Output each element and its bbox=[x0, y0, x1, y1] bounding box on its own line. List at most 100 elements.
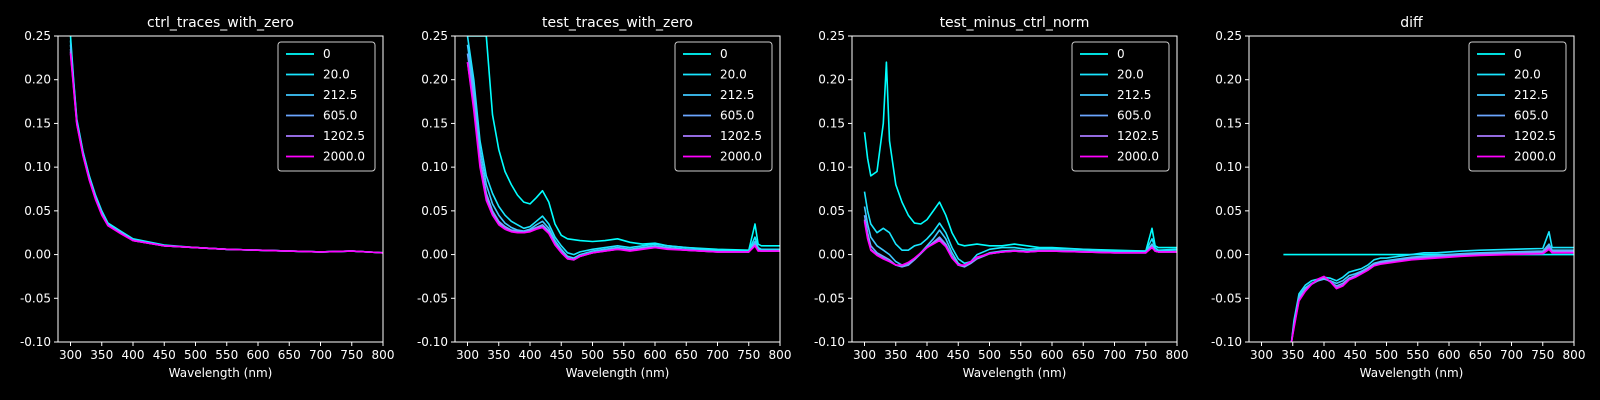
legend-entry-2: 212.5 bbox=[1117, 88, 1151, 102]
x-tick-label: 600 bbox=[1041, 348, 1064, 362]
y-tick-label: 0.15 bbox=[24, 116, 51, 130]
axes-frame bbox=[57, 35, 384, 343]
legend-entry-1: 20.0 bbox=[1514, 68, 1541, 82]
legend-entry-4: 1202.5 bbox=[1514, 129, 1556, 143]
series-lines bbox=[69, 36, 383, 254]
y-tick-label: 0.20 bbox=[818, 73, 845, 87]
legend: 0 20.0 212.5 605.0 1202.5 2000.0 bbox=[1468, 41, 1567, 172]
legend-entry-4: 1202.5 bbox=[1117, 129, 1159, 143]
y-tick-label: 0.10 bbox=[1215, 160, 1242, 174]
x-tick-label: 500 bbox=[184, 348, 207, 362]
legend: 0 20.0 212.5 605.0 1202.5 2000.0 bbox=[277, 41, 376, 172]
y-tick-label: 0.25 bbox=[1215, 29, 1242, 43]
legend: 0 20.0 212.5 605.0 1202.5 2000.0 bbox=[1071, 41, 1170, 172]
x-tick-label: 450 bbox=[550, 348, 573, 362]
series-line-5 bbox=[863, 221, 1177, 266]
legend-entry-2: 212.5 bbox=[1514, 88, 1548, 102]
x-tick-label: 300 bbox=[1250, 348, 1273, 362]
series-line-5 bbox=[1290, 248, 1574, 342]
legend-entry-4: 1202.5 bbox=[323, 129, 365, 143]
x-axis-label: Wavelength (nm) bbox=[566, 366, 670, 380]
x-tick-label: 800 bbox=[769, 348, 792, 362]
legend-entry-0: 0 bbox=[720, 47, 728, 61]
y-tick-label: -0.10 bbox=[814, 335, 845, 349]
legend-entry-5: 2000.0 bbox=[720, 150, 762, 164]
series-line-1 bbox=[863, 191, 1177, 265]
x-tick-label: 550 bbox=[612, 348, 635, 362]
legend-entry-2: 212.5 bbox=[720, 88, 754, 102]
series-lines bbox=[863, 61, 1177, 268]
y-tick-label: 0.15 bbox=[818, 116, 845, 130]
series-line-5 bbox=[466, 62, 780, 261]
y-tick-label: -0.05 bbox=[417, 291, 448, 305]
chart-title: test_traces_with_zero bbox=[542, 15, 693, 31]
x-axis-label: Wavelength (nm) bbox=[1360, 366, 1464, 380]
chart-panel-0: 300 350 400 450 500 550 600 650 700 750 800 -0.10 -0… bbox=[20, 15, 395, 380]
x-tick-label: 450 bbox=[153, 348, 176, 362]
x-tick-label: 750 bbox=[737, 348, 760, 362]
y-tick-label: 0.25 bbox=[818, 29, 845, 43]
series-lines bbox=[466, 36, 780, 261]
legend-entry-4: 1202.5 bbox=[720, 129, 762, 143]
legend-entry-1: 20.0 bbox=[323, 68, 350, 82]
legend-entry-5: 2000.0 bbox=[1514, 150, 1556, 164]
chart-panel-2: 300 350 400 450 500 550 600 650 700 750 800 -0.10 -0… bbox=[814, 15, 1189, 380]
axes-frame bbox=[1248, 35, 1575, 343]
y-tick-label: 0.00 bbox=[1215, 248, 1242, 262]
legend-entry-3: 605.0 bbox=[1117, 109, 1151, 123]
series-line-2 bbox=[466, 44, 780, 259]
x-tick-label: 700 bbox=[1500, 348, 1523, 362]
x-tick-label: 550 bbox=[1406, 348, 1429, 362]
chart-panel-1: 300 350 400 450 500 550 600 650 700 750 800 -0.10 -0… bbox=[417, 15, 792, 380]
x-tick-label: 400 bbox=[122, 348, 145, 362]
x-tick-label: 300 bbox=[853, 348, 876, 362]
x-tick-label: 350 bbox=[90, 348, 113, 362]
x-tick-label: 800 bbox=[372, 348, 395, 362]
legend-entry-2: 212.5 bbox=[323, 88, 357, 102]
legend-entry-5: 2000.0 bbox=[1117, 150, 1159, 164]
x-tick-label: 500 bbox=[1375, 348, 1398, 362]
y-tick-label: 0.00 bbox=[24, 248, 51, 262]
y-tick-label: 0.20 bbox=[1215, 73, 1242, 87]
series-line-5 bbox=[69, 53, 383, 254]
x-tick-label: 750 bbox=[1134, 348, 1157, 362]
x-tick-label: 350 bbox=[884, 348, 907, 362]
x-axis-label: Wavelength (nm) bbox=[963, 366, 1067, 380]
chart-title: ctrl_traces_with_zero bbox=[147, 15, 294, 31]
x-tick-label: 550 bbox=[215, 348, 238, 362]
x-tick-label: 600 bbox=[247, 348, 270, 362]
series-lines bbox=[1283, 231, 1574, 342]
legend-entry-3: 605.0 bbox=[720, 109, 754, 123]
legend-entry-0: 0 bbox=[1514, 47, 1522, 61]
x-tick-label: 400 bbox=[916, 348, 939, 362]
y-tick-label: -0.05 bbox=[1211, 291, 1242, 305]
x-tick-label: 350 bbox=[487, 348, 510, 362]
series-line-0 bbox=[467, 36, 780, 251]
x-tick-label: 700 bbox=[1103, 348, 1126, 362]
x-tick-label: 750 bbox=[340, 348, 363, 362]
chart-title: test_minus_ctrl_norm bbox=[940, 15, 1090, 31]
legend-entry-5: 2000.0 bbox=[323, 150, 365, 164]
y-tick-label: 0.15 bbox=[421, 116, 448, 130]
y-tick-label: -0.05 bbox=[814, 291, 845, 305]
y-tick-label: 0.25 bbox=[421, 29, 448, 43]
x-tick-label: 300 bbox=[456, 348, 479, 362]
x-tick-label: 650 bbox=[278, 348, 301, 362]
legend-entry-1: 20.0 bbox=[1117, 68, 1144, 82]
y-tick-label: -0.05 bbox=[20, 291, 51, 305]
x-tick-label: 600 bbox=[1438, 348, 1461, 362]
y-tick-label: 0.05 bbox=[24, 204, 51, 218]
y-tick-label: 0.10 bbox=[24, 160, 51, 174]
legend-entry-3: 605.0 bbox=[323, 109, 357, 123]
x-tick-label: 400 bbox=[1313, 348, 1336, 362]
x-tick-label: 650 bbox=[675, 348, 698, 362]
y-tick-label: 0.00 bbox=[421, 248, 448, 262]
series-line-1 bbox=[466, 36, 780, 256]
chart-title: diff bbox=[1400, 15, 1423, 31]
y-tick-label: 0.10 bbox=[818, 160, 845, 174]
x-tick-label: 450 bbox=[1344, 348, 1367, 362]
chart-panel-3: 300 350 400 450 500 550 600 650 700 750 800 -0.10 -0… bbox=[1211, 15, 1586, 380]
series-line-2 bbox=[863, 206, 1177, 268]
legend: 0 20.0 212.5 605.0 1202.5 2000.0 bbox=[674, 41, 773, 172]
